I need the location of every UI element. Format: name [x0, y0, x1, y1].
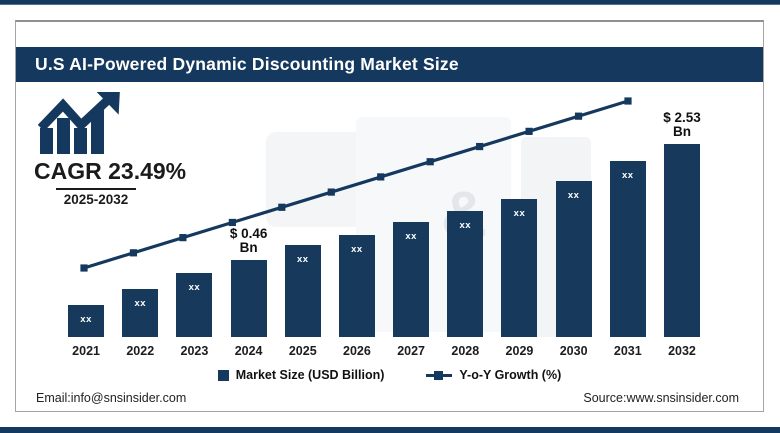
x-axis-year-label: 2023 [180, 344, 209, 358]
title-bar: U.S AI-Powered Dynamic Discounting Marke… [16, 47, 763, 82]
market-size-bar: xx [501, 199, 538, 337]
market-size-bar: xx [555, 181, 592, 337]
footer-source: Source:www.snsinsider.com [583, 391, 739, 405]
market-size-bar: xx [447, 211, 484, 337]
chart-column: xx 2026 [330, 97, 384, 358]
bar-placeholder-value: xx [405, 231, 417, 242]
top-accent-strip [0, 0, 780, 5]
bar-placeholder-value: xx [351, 244, 363, 255]
bar-placeholder-value: xx [567, 190, 580, 201]
footer-email: Email:info@snsinsider.com [36, 391, 187, 405]
bar-placeholder-value: xx [188, 282, 201, 293]
bar-placeholder-value: xx [513, 208, 526, 219]
bar-placeholder-value: xx [134, 298, 147, 309]
chart-column: xx 2029 [492, 97, 546, 358]
legend-label: Y-o-Y Growth (%) [459, 368, 562, 382]
x-axis-year-label: 2031 [613, 344, 642, 358]
bar-columns: xx 2021 xx 2022 xx 2023 $ 0.46 Bn 2024 xx 2025 xx 20… [59, 97, 709, 358]
chart-column: xx 2023 [167, 97, 221, 358]
chart-column: xx 2028 [438, 97, 492, 358]
chart-column: $ 2.53 Bn 2032 [655, 97, 709, 358]
x-axis-year-label: 2029 [505, 344, 534, 358]
market-size-bar [663, 144, 700, 337]
market-size-bar: xx [176, 273, 213, 337]
market-size-bar: xx [122, 289, 159, 337]
legend-item: Market Size (USD Billion) [217, 368, 385, 382]
x-axis-year-label: 2027 [397, 344, 426, 358]
market-size-bar: xx [393, 222, 430, 337]
chart-column: xx 2030 [547, 97, 601, 358]
x-axis-year-label: 2021 [72, 344, 100, 358]
market-size-bar: xx [284, 245, 321, 337]
chart-column: $ 0.46 Bn 2024 [222, 97, 276, 358]
chart-column: xx 2021 [59, 97, 113, 358]
market-size-bar: xx [609, 161, 646, 337]
chart-legend: Market Size (USD Billion) Y-o-Y Growth (%… [16, 368, 763, 382]
x-axis-year-label: 2025 [288, 344, 317, 358]
market-size-bar [230, 260, 267, 337]
market-size-bar: xx [68, 305, 105, 337]
page-title: U.S AI-Powered Dynamic Discounting Marke… [35, 54, 459, 74]
bar-value-label: $ 0.46 Bn [229, 225, 268, 256]
x-axis-year-label: 2024 [234, 344, 263, 358]
market-size-chart: xx 2021 xx 2022 xx 2023 $ 0.46 Bn 2024 xx 2025 xx 20… [59, 97, 709, 358]
x-axis-year-label: 2032 [668, 344, 696, 358]
legend-label: Market Size (USD Billion) [235, 368, 385, 382]
legend-line-marker-icon [426, 370, 453, 381]
x-axis-year-label: 2028 [451, 344, 480, 358]
market-size-bar: xx [338, 235, 375, 337]
chart-column: xx 2025 [276, 97, 330, 358]
chart-column: xx 2022 [113, 97, 167, 358]
x-axis-year-label: 2030 [559, 344, 588, 358]
bar-placeholder-value: xx [80, 314, 92, 325]
infographic-card: U.S AI-Powered Dynamic Discounting Marke… [15, 20, 764, 412]
chart-column: xx 2027 [384, 97, 438, 358]
bar-placeholder-value: xx [622, 170, 634, 181]
x-axis-year-label: 2022 [126, 344, 155, 358]
bar-placeholder-value: xx [296, 254, 309, 265]
legend-square-swatch-icon [217, 369, 229, 381]
bottom-accent-strip [0, 427, 780, 433]
bar-placeholder-value: xx [459, 220, 472, 231]
x-axis-year-label: 2026 [343, 344, 371, 358]
legend-item: Y-o-Y Growth (%) [426, 368, 561, 382]
bar-value-label: $ 2.53 Bn [663, 109, 701, 140]
